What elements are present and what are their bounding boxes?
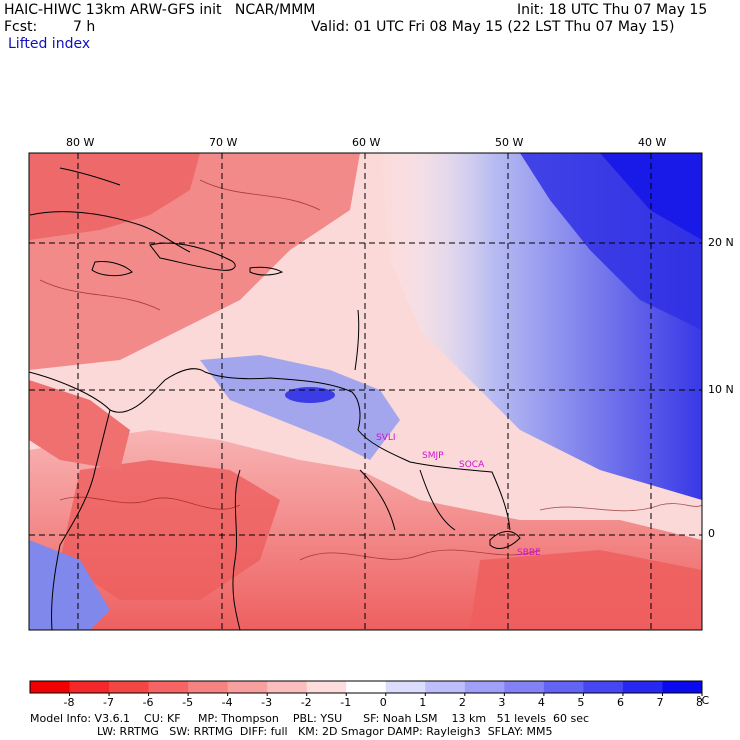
colorbar-tick-label: -6 [142,696,154,709]
forecast-hours: 7 h [73,19,96,35]
colorbar-unit: °C [696,694,710,707]
lat-label-20n: 20 N [708,236,734,249]
colorbar-swatch [267,681,308,693]
colorbar-swatch [306,681,347,693]
colorbar-swatch [543,681,584,693]
colorbar-swatch [583,681,624,693]
colorbar-swatch [30,681,71,693]
map-field [29,153,702,630]
lat-label-0: 0 [708,527,715,540]
colorbar-tick-label: -7 [103,696,115,709]
lon-label-70w: 70 W [209,136,238,149]
lon-label-80w: 80 W [66,136,95,149]
colorbar-swatch [504,681,545,693]
lon-label-60w: 60 W [352,136,381,149]
colorbar-tick-label: -1 [340,696,352,709]
station-sbbe: SBBE [517,548,541,558]
station-smjp: SMJP [422,451,444,461]
contour-lines [39,179,703,561]
colorbar-tick-label: 3 [498,696,506,709]
station-soca: SOCA [459,460,485,470]
init-time: Init: 18 UTC Thu 07 May 15 [517,2,708,18]
colorbar-tick-label: 8 [696,696,703,709]
model-info-line2: LW: RRTMG SW: RRTMG DIFF: full KM: 2D Sm… [97,725,553,738]
colorbar-tick-label: 1 [419,696,427,709]
colorbar-tick-label: 4 [537,696,545,709]
lon-label-40w: 40 W [638,136,667,149]
colorbar-tick-label: 2 [458,696,466,709]
colorbar-tick-label: 0 [379,696,387,709]
lat-label-10n: 10 N [708,383,734,396]
colorbar-swatch [425,681,466,693]
lon-label-50w: 50 W [495,136,524,149]
graticule [29,153,702,630]
colorbar-tick-label: -4 [221,696,233,709]
colorbar-swatch [69,681,110,693]
colorbar-swatch [662,681,703,693]
colorbar-tick-label: -2 [300,696,312,709]
valid-time: Valid: 01 UTC Fri 08 May 15 (22 LST Thu … [311,19,675,35]
colorbar-tick-label: -5 [182,696,194,709]
colorbar [29,680,703,696]
station-svli: SVLI [376,433,396,443]
colorbar-tick-label: 7 [656,696,664,709]
colorbar-tick-label: -8 [63,696,75,709]
model-title: HAIC-HIWC 13km ARW-GFS init NCAR/MMM [4,2,316,18]
colorbar-tick-label: 6 [616,696,624,709]
colorbar-swatch [622,681,663,693]
forecast-label: Fcst: [4,19,38,35]
colorbar-swatch [464,681,505,693]
colorbar-swatch [385,681,426,693]
colorbar-border [29,680,703,694]
field-name: Lifted index [8,36,91,52]
model-info-line1: Model Info: V3.6.1 CU: KF MP: Thompson P… [30,712,590,725]
map-border [28,152,703,631]
colorbar-swatch [346,681,387,693]
colorbar-swatch [188,681,229,693]
colorbar-swatch [109,681,150,693]
colorbar-swatch [227,681,268,693]
colorbar-tick-label: 5 [577,696,585,709]
colorbar-swatch [148,681,189,693]
colorbar-tick-label: -3 [261,696,273,709]
